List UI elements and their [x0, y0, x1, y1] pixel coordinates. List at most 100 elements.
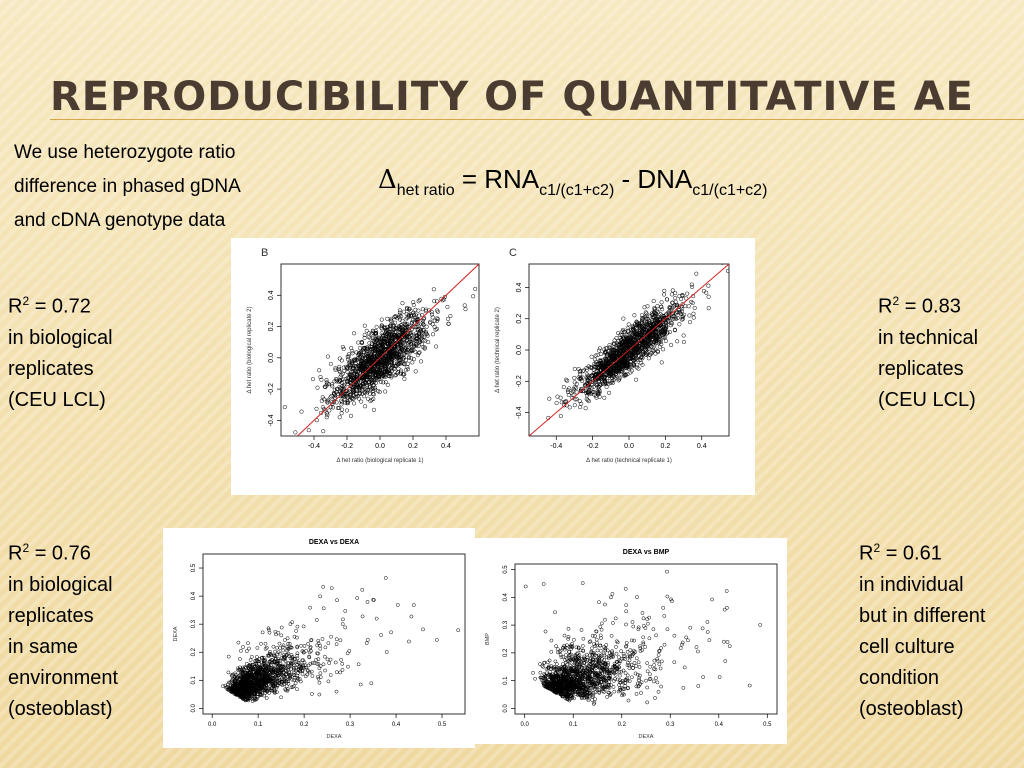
data-point [281, 648, 285, 653]
data-point [333, 367, 338, 372]
data-point [283, 687, 288, 692]
data-point [337, 369, 342, 374]
data-point [363, 357, 368, 362]
data-point [260, 655, 265, 660]
data-point [406, 346, 411, 351]
note-line: in technical [878, 326, 979, 349]
x-tick-label: 0.0 [624, 443, 634, 450]
data-point [408, 332, 413, 337]
data-point [639, 313, 645, 318]
data-point [677, 294, 682, 299]
x-tick-label: 0.5 [438, 722, 447, 728]
data-point [580, 369, 585, 374]
data-point [290, 656, 295, 661]
data-point [385, 382, 390, 387]
data-point [606, 360, 611, 365]
data-point [401, 309, 407, 314]
data-point [316, 675, 320, 679]
data-point [273, 689, 277, 693]
data-point [371, 338, 376, 344]
data-point [567, 649, 571, 654]
data-point [647, 321, 652, 326]
data-point [309, 638, 313, 643]
data-point [325, 657, 330, 662]
data-point [692, 305, 697, 310]
y-axis-label: BMP [485, 633, 491, 645]
data-point [590, 697, 594, 702]
data-point [701, 675, 705, 679]
data-point [328, 673, 333, 677]
scatter-points [221, 576, 461, 703]
data-point [627, 663, 632, 668]
data-point [417, 313, 422, 318]
data-point [430, 332, 436, 337]
data-point [278, 669, 283, 673]
data-point [330, 405, 336, 410]
data-point [456, 628, 461, 633]
data-point [263, 641, 268, 646]
regression-line [529, 264, 729, 436]
data-point [593, 362, 598, 367]
data-point [361, 345, 366, 351]
data-point [246, 673, 251, 678]
x-tick-label: 0.2 [408, 443, 418, 450]
data-point [650, 320, 655, 325]
data-point [420, 334, 425, 339]
data-point [285, 636, 290, 641]
data-point [289, 645, 294, 650]
data-point [662, 324, 667, 329]
data-point [623, 335, 629, 340]
data-point [339, 657, 343, 662]
data-point [644, 678, 648, 683]
data-point [255, 692, 260, 696]
data-point [430, 322, 435, 327]
data-point [353, 394, 358, 400]
data-point [604, 354, 609, 359]
data-point [625, 326, 630, 331]
data-point [367, 341, 372, 346]
data-point [574, 390, 579, 395]
data-point [616, 378, 621, 383]
data-point [258, 667, 262, 672]
data-point [347, 649, 352, 653]
data-point [700, 626, 705, 631]
data-point [649, 344, 654, 349]
data-point [357, 388, 362, 393]
data-point [358, 682, 363, 687]
data-point [654, 676, 658, 680]
data-point [270, 673, 275, 678]
data-point [558, 395, 563, 400]
y-tick-label: 0.2 [516, 314, 523, 324]
note-line: but in different [859, 604, 986, 627]
data-point [365, 388, 370, 393]
data-point [669, 320, 674, 325]
data-point [679, 317, 685, 322]
data-point [413, 349, 418, 354]
data-point [620, 333, 625, 338]
scatter-plot-b: B-0.4 -0.2 0.0 0.2 0.4-0.4-0.20.00.20.4Δ het… [247, 247, 480, 464]
data-point [315, 643, 320, 648]
r2-sup: 2 [22, 294, 30, 308]
data-point [382, 347, 387, 352]
data-point [258, 674, 263, 679]
data-point [389, 330, 394, 335]
data-point [610, 592, 615, 596]
data-point [409, 321, 414, 326]
data-point [642, 329, 648, 334]
data-point [360, 587, 365, 592]
data-point [233, 691, 238, 695]
data-point [362, 335, 367, 340]
data-point [556, 650, 560, 655]
scatter-points [546, 264, 729, 420]
r2-note-bottom-left: R2 = 0.76 in biological replicates in sa… [8, 533, 168, 725]
r2-value: = 0.72 [29, 295, 91, 318]
data-point [340, 384, 345, 389]
data-point [340, 407, 345, 412]
figure-panel-bottom-right: DEXA vs BMP 0.0 0.1 0.2 0.3 0.4 0.5 0.0 0.1 0.2 0.… [475, 538, 787, 744]
r2-sup: 2 [873, 541, 881, 555]
data-point [658, 317, 663, 322]
data-point [665, 297, 670, 302]
regression-line [297, 264, 479, 436]
data-point [240, 678, 245, 682]
data-point [237, 681, 241, 686]
